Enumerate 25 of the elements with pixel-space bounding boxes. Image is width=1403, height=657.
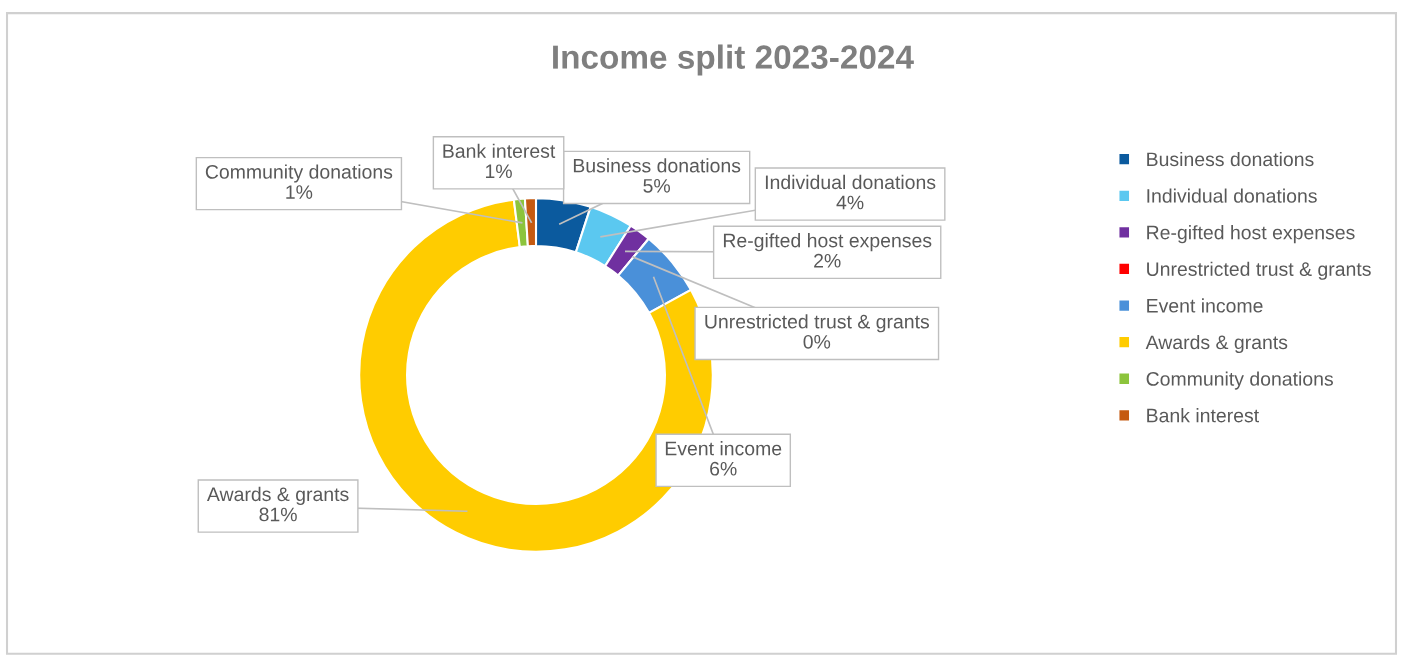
legend-label: Event income <box>1147 298 1263 313</box>
legend-label: Individual donations <box>1147 188 1317 203</box>
data-label: 6% <box>710 461 737 476</box>
legend-label: Awards & grants <box>1145 334 1288 354</box>
legend-label: Re-gifted host expenses <box>1147 225 1355 244</box>
slice-label: Awards & grants <box>206 486 349 505</box>
data-label: 4% <box>836 195 864 210</box>
data-label: 1% <box>286 185 313 199</box>
slice-label: Business donations <box>573 158 741 173</box>
slice-label: Re-gifted host expenses <box>723 233 932 252</box>
slice-label: Event income <box>665 441 782 456</box>
category-label: Unrestricted trust & grants <box>705 314 930 333</box>
slice-label: Bank interest <box>443 143 556 158</box>
data-label: 81% <box>259 507 297 522</box>
text: 0% <box>803 334 831 349</box>
slice-label: Community donations <box>205 164 393 183</box>
legend-label: Bank interest <box>1147 408 1259 423</box>
legend-label: Community donations <box>1146 371 1333 390</box>
data-label: 1% <box>485 164 512 179</box>
legend-label: Business donations <box>1147 151 1314 167</box>
legend-label: Unrestricted trust & grants <box>1147 261 1371 280</box>
data-label: 2% <box>814 253 841 268</box>
chart-title: Income split 2023-2024 <box>553 44 914 76</box>
data-label: 5% <box>643 179 670 193</box>
slice-label: Individual donations <box>765 174 936 190</box>
